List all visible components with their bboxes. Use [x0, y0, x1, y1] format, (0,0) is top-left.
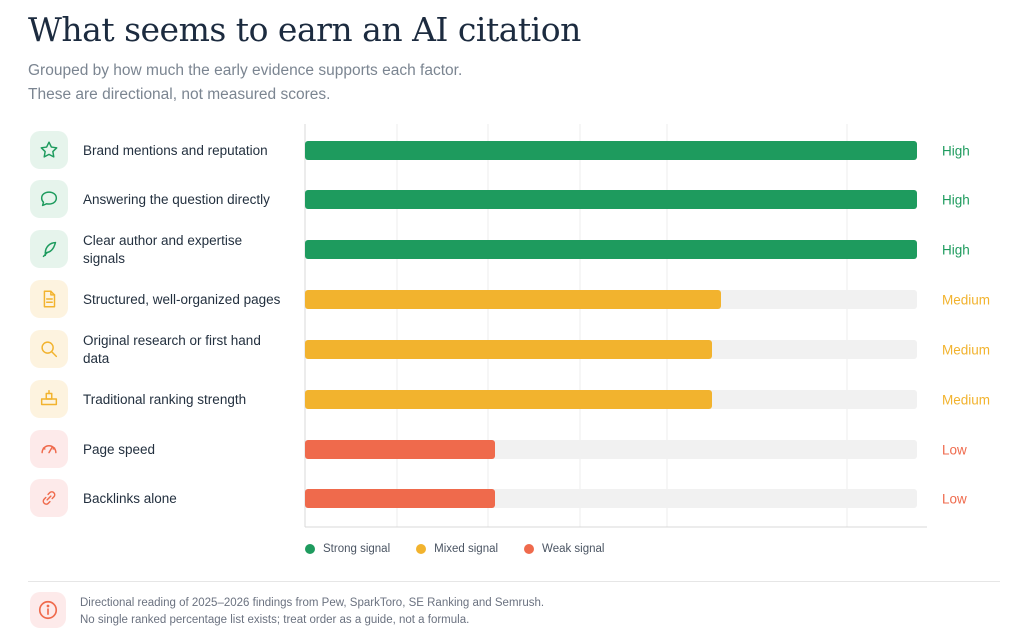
- category-label: Clear author and expertise signals: [83, 233, 243, 266]
- level-label: High: [942, 192, 970, 208]
- category-label: Structured, well-organized pages: [83, 292, 281, 307]
- legend-label-weak: Weak signal: [542, 543, 605, 555]
- level-label: Low: [942, 491, 967, 507]
- legend-item-weak: Weak signal: [524, 543, 604, 555]
- level-label: High: [942, 242, 970, 258]
- legend-label-strong: Strong signal: [323, 543, 391, 555]
- footer-divider: [28, 581, 1000, 582]
- legend-item-mixed: Mixed signal: [416, 543, 498, 555]
- chart-row: Original research or first hand data Medi…: [30, 330, 1020, 370]
- category-label: Traditional ranking strength: [83, 392, 247, 407]
- legend-item-strong: Strong signal: [305, 543, 390, 555]
- bar: [305, 489, 495, 508]
- chart-row: Answering the question directly High: [30, 180, 1020, 220]
- star-icon: [30, 131, 68, 169]
- subtitle-line-1: Grouped by how much the early evidence s…: [28, 62, 463, 79]
- level-label: Low: [942, 442, 967, 458]
- bar-track: [305, 440, 917, 459]
- bar: [305, 240, 917, 259]
- bar-track: [305, 290, 917, 309]
- chart-legend: Strong signal Mixed signal Weak signal: [305, 543, 604, 555]
- bar-track: [305, 190, 917, 209]
- podium-icon: [30, 380, 68, 418]
- link-icon: [30, 479, 68, 517]
- bar-track: [305, 489, 917, 508]
- info-icon: [30, 592, 66, 628]
- speedometer-icon: [30, 430, 68, 468]
- bar: [305, 440, 495, 459]
- category-label: Brand mentions and reputation: [83, 143, 268, 158]
- legend-dot-strong: [305, 544, 315, 554]
- page-title: What seems to earn an AI citation: [28, 10, 581, 49]
- legend-dot-weak: [524, 544, 535, 554]
- level-label: Medium: [942, 292, 991, 308]
- chart-row: Clear author and expertise signals High: [30, 230, 1020, 270]
- chart-row: Page speed Low: [30, 430, 1020, 470]
- chart-row: Traditional ranking strength Medium: [30, 380, 1020, 420]
- bar: [305, 141, 917, 160]
- bar: [305, 340, 712, 359]
- category-label: Original research or first hand data: [83, 333, 261, 366]
- bar-track: [305, 340, 917, 359]
- legend-dot-mixed: [416, 544, 427, 554]
- chart-row: Brand mentions and reputation High: [30, 131, 1020, 171]
- bar: [305, 290, 722, 309]
- category-label: Page speed: [83, 442, 156, 457]
- level-label: Medium: [942, 392, 991, 408]
- legend-label-mixed: Mixed signal: [434, 543, 499, 555]
- feather-icon: [30, 230, 68, 268]
- category-label: Backlinks alone: [83, 491, 177, 506]
- footer-note-line-2: No single ranked percentage list exists;…: [80, 614, 470, 626]
- chart-row: Backlinks alone Low: [30, 479, 1020, 519]
- chart-row: Structured, well-organized pages Medium: [30, 280, 1020, 320]
- magnifier-icon: [30, 330, 68, 368]
- bar-track: [305, 390, 917, 409]
- bar: [305, 190, 917, 209]
- bar: [305, 390, 712, 409]
- category-label: Answering the question directly: [83, 192, 270, 207]
- bar-track: [305, 141, 917, 160]
- level-label: High: [942, 143, 970, 159]
- speech-bubble-icon: [30, 180, 68, 218]
- bar-track: [305, 240, 917, 259]
- footer-note-line-1: Directional reading of 2025–2026 finding…: [80, 597, 545, 609]
- subtitle-line-2: These are directional, not measured scor…: [28, 86, 331, 103]
- level-label: Medium: [942, 342, 991, 358]
- document-icon: [30, 280, 68, 318]
